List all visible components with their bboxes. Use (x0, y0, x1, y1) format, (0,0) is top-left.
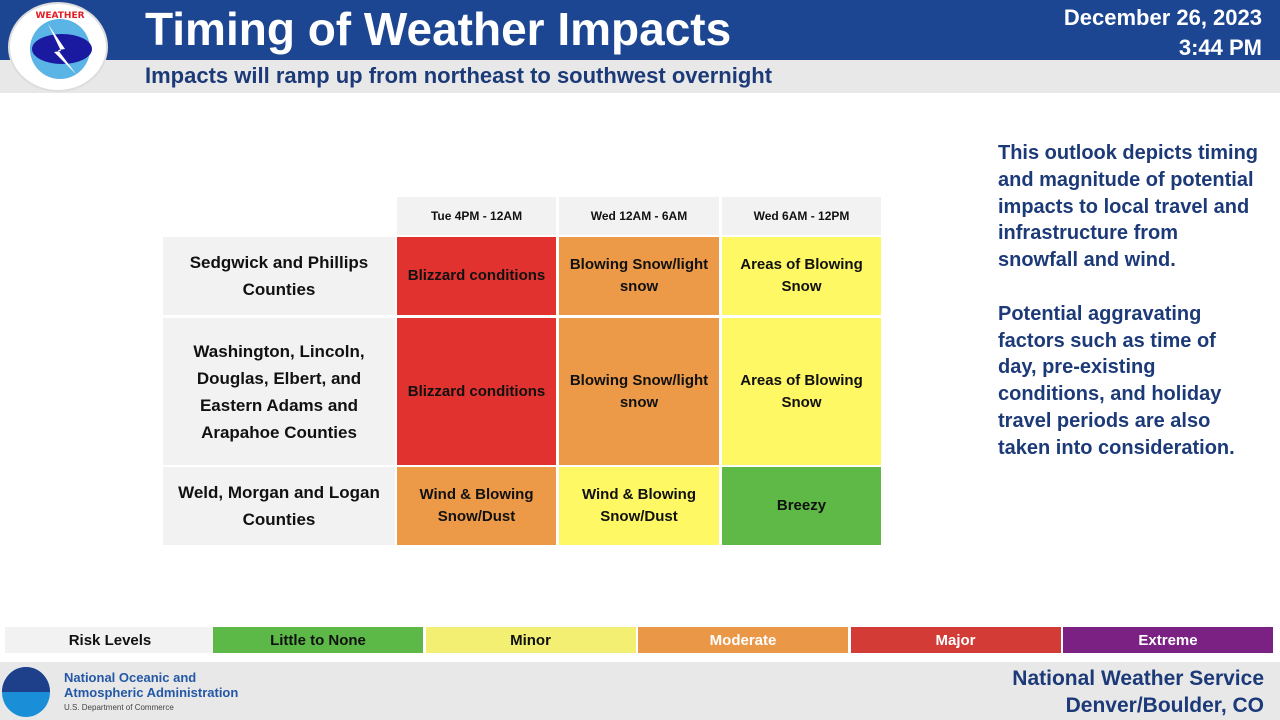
noaa-name-line2: Atmospheric Administration (64, 685, 239, 700)
column-header: Wed 6AM - 12PM (722, 197, 881, 235)
impact-cell: Wind & Blowing Snow/Dust (559, 467, 719, 545)
row-header: Washington, Lincoln, Douglas, Elbert, an… (163, 318, 395, 465)
footer-bar (0, 662, 1280, 720)
page-subtitle: Impacts will ramp up from northeast to s… (145, 63, 773, 88)
legend-level: Moderate (638, 627, 848, 653)
subtitle-bar (0, 60, 1280, 93)
nws-logo: WEATHER (8, 2, 108, 92)
impact-cell: Blowing Snow/light snow (559, 237, 719, 315)
office-line1: National Weather Service (1012, 667, 1264, 690)
legend-level: Little to None (213, 627, 423, 653)
row-header: Weld, Morgan and Logan Counties (163, 467, 395, 545)
issue-datetime: December 26, 2023 3:44 PM (1064, 3, 1262, 63)
column-header: Wed 12AM - 6AM (559, 197, 719, 235)
row-header: Sedgwick and Phillips Counties (163, 237, 395, 315)
impact-cell: Areas of Blowing Snow (722, 237, 881, 315)
legend-title: Risk Levels (5, 627, 215, 653)
svg-text:WEATHER: WEATHER (35, 11, 84, 21)
description-p1: This outlook depicts timing and magnitud… (998, 142, 1258, 272)
legend-level: Minor (425, 627, 636, 653)
outlook-description: This outlook depicts timing and magnitud… (998, 140, 1258, 462)
issue-time: 3:44 PM (1178, 35, 1262, 60)
description-p2: Potential aggravating factors such as ti… (998, 302, 1235, 459)
issue-date: December 26, 2023 (1063, 5, 1262, 30)
office-name: National Weather Service Denver/Boulder, … (1012, 665, 1264, 719)
noaa-dept: U.S. Department of Commerce (64, 703, 174, 712)
page-title: Timing of Weather Impacts (145, 3, 732, 55)
legend-level: Extreme (1063, 627, 1273, 653)
impact-cell: Breezy (722, 467, 881, 545)
legend-level: Major (850, 627, 1061, 653)
noaa-name-line1: National Oceanic and (64, 670, 197, 685)
column-header: Tue 4PM - 12AM (397, 197, 556, 235)
noaa-logo (2, 667, 50, 717)
impact-cell: Wind & Blowing Snow/Dust (397, 467, 556, 545)
impact-cell: Blowing Snow/light snow (559, 318, 719, 465)
office-line2: Denver/Boulder, CO (1065, 694, 1264, 717)
header-bar (0, 0, 1280, 60)
impact-cell: Areas of Blowing Snow (722, 318, 881, 465)
impact-cell: Blizzard conditions (397, 237, 556, 315)
impact-cell: Blizzard conditions (397, 318, 556, 465)
